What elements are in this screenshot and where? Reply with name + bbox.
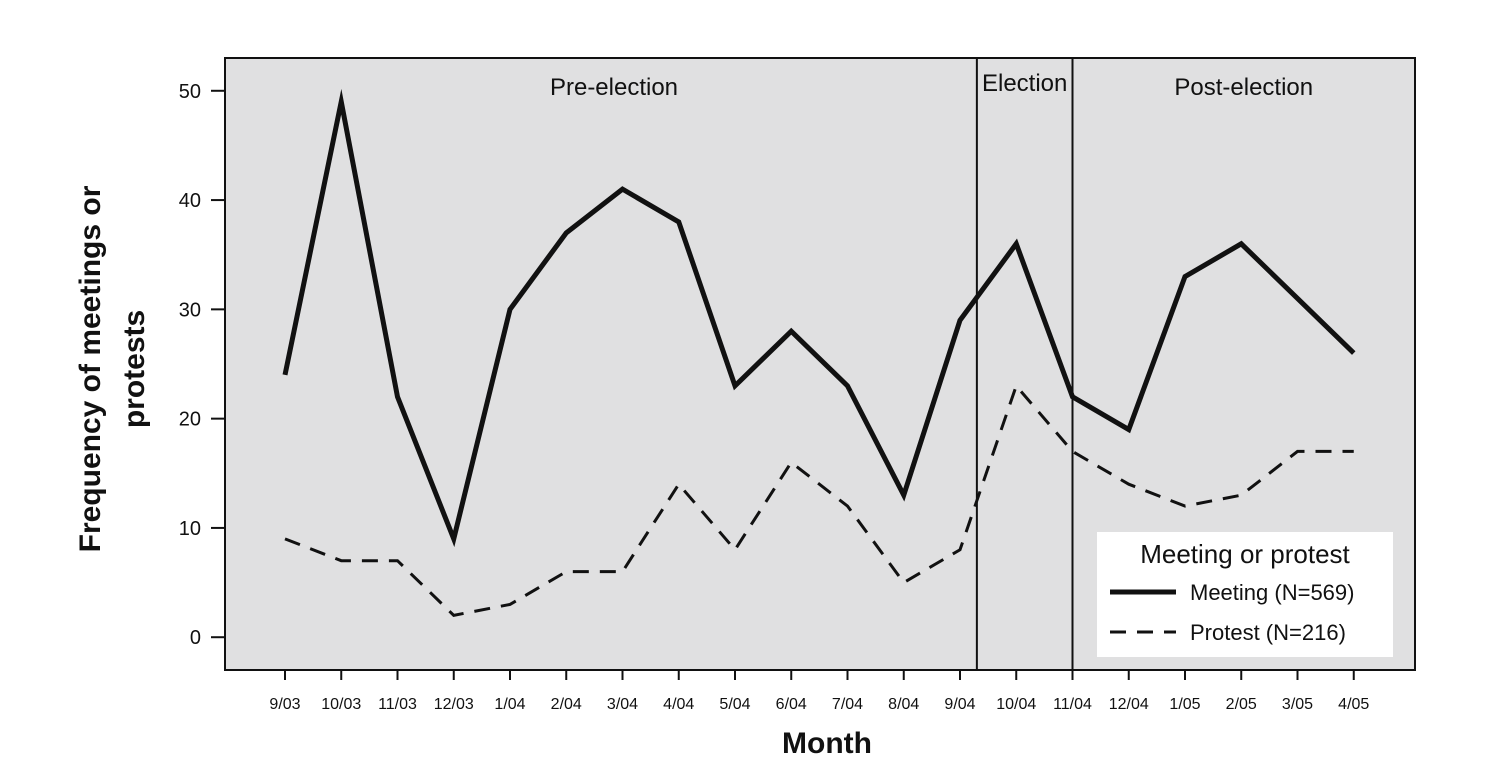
x-tick-label-13: 10/04 xyxy=(996,696,1036,713)
region-labels: Pre-election Election Post-election xyxy=(550,70,1313,101)
region-label-election: Election xyxy=(982,70,1067,97)
legend-title: Meeting or protest xyxy=(1140,539,1350,569)
region-label-post-election: Post-election xyxy=(1174,74,1313,101)
region-label-pre-election: Pre-election xyxy=(550,74,678,101)
x-tick-label-8: 5/04 xyxy=(719,696,750,713)
x-tick-label-10: 7/04 xyxy=(832,696,863,713)
x-tick-label-5: 2/04 xyxy=(551,696,582,713)
y-tick-label-50: 50 xyxy=(179,81,201,103)
x-tick-label-7: 4/04 xyxy=(663,696,694,713)
x-tick-label-16: 1/05 xyxy=(1169,696,1200,713)
x-tick-label-12: 9/04 xyxy=(944,696,975,713)
plot-frame xyxy=(224,57,1416,671)
x-tick-label-18: 3/05 xyxy=(1282,696,1313,713)
y-axis-title: Frequency of meetings or protests xyxy=(74,185,151,552)
x-axis-title: Month xyxy=(782,727,872,760)
legend: Meeting or protest Meeting (N=569) Protest… xyxy=(1097,532,1393,657)
y-tick-label-20: 20 xyxy=(179,409,201,431)
x-tick-label-15: 12/04 xyxy=(1109,696,1149,713)
y-axis-title-line-0: Frequency of meetings or xyxy=(74,185,107,552)
series-layer xyxy=(282,88,1356,617)
x-tick-label-6: 3/04 xyxy=(607,696,638,713)
x-axis: 9/03 10/03 11/03 12/03 1/04 2/04 3/04 4/04 5/04 6… xyxy=(269,670,1369,713)
y-axis: 0 10 20 30 40 50 xyxy=(179,81,225,649)
x-tick-label-14: 11/04 xyxy=(1053,696,1092,713)
y-tick-label-10: 10 xyxy=(179,518,201,540)
series-line-protest xyxy=(284,382,1354,617)
x-tick-label-17: 2/05 xyxy=(1226,696,1257,713)
x-tick-label-1: 10/03 xyxy=(321,696,361,713)
y-tick-label-30: 30 xyxy=(179,299,201,321)
x-tick-label-9: 6/04 xyxy=(776,696,807,713)
y-axis-title-line-1: protests xyxy=(118,310,151,428)
y-tick-label-40: 40 xyxy=(179,190,201,212)
x-tick-label-19: 4/05 xyxy=(1338,696,1369,713)
x-tick-label-3: 12/03 xyxy=(434,696,474,713)
x-tick-label-4: 1/04 xyxy=(494,696,525,713)
x-tick-label-0: 9/03 xyxy=(269,696,300,713)
x-tick-label-2: 11/03 xyxy=(378,696,417,713)
series-line-meeting xyxy=(282,88,1356,548)
x-tick-label-11: 8/04 xyxy=(888,696,919,713)
y-tick-label-0: 0 xyxy=(190,627,201,649)
legend-label-meeting: Meeting (N=569) xyxy=(1190,580,1354,605)
legend-label-protest: Protest (N=216) xyxy=(1190,620,1346,645)
region-dividers xyxy=(975,58,1074,670)
